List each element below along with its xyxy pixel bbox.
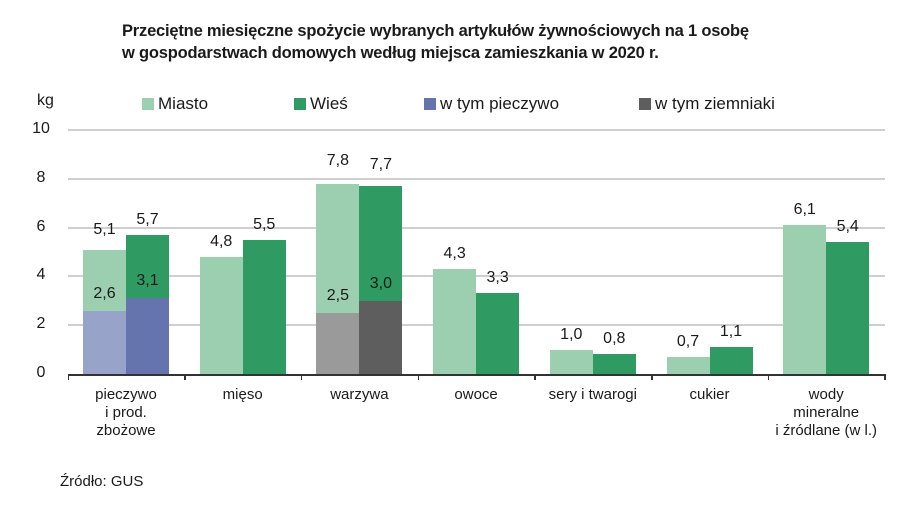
data-label-sub-wies: 3,0 — [369, 274, 393, 292]
bar-wies — [826, 242, 870, 374]
legend-item-ziemniaki: w tym ziemniaki — [639, 94, 775, 114]
data-label-miasto: 6,1 — [793, 201, 816, 219]
chart-title-line-1: Przeciętne miesięczne spożycie wybranych… — [122, 22, 749, 40]
category-label-line: mineralne — [793, 404, 860, 421]
y-tick-label: 8 — [36, 168, 46, 186]
x-axis-line — [68, 374, 885, 376]
data-label-miasto: 4,3 — [443, 245, 466, 263]
y-tick-label: 6 — [36, 217, 46, 235]
data-label-wies: 5,5 — [253, 215, 276, 233]
data-label-wies: 0,8 — [603, 330, 626, 348]
x-category-label: pieczywo i prod. zbożowe — [68, 386, 184, 440]
x-axis-tick — [534, 374, 536, 380]
x-category-label: wody mineralne i źródlane (w l.) — [768, 386, 884, 440]
bar-wies — [709, 347, 753, 374]
category-label-line: warzywa — [330, 386, 389, 403]
y-axis-unit: kg — [37, 92, 54, 109]
legend-label-miasto: Miasto — [158, 94, 209, 113]
legend-swatch-pieczywo — [424, 98, 436, 110]
x-axis-tick — [184, 374, 186, 380]
bar-sub-wies — [359, 300, 403, 374]
bar-miasto — [433, 269, 477, 374]
gridline — [68, 226, 885, 229]
legend-label-pieczywo: w tym pieczywo — [440, 94, 560, 113]
data-label-miasto: 5,1 — [93, 220, 116, 238]
chart-title-line-2: w gospodarstwach domowych według miejsca… — [122, 44, 659, 62]
data-label-wies: 5,7 — [136, 210, 159, 228]
legend-label-ziemniaki: w tym ziemniaki — [655, 94, 775, 113]
bar-miasto — [549, 349, 593, 374]
data-label-wies: 3,3 — [486, 269, 509, 287]
x-axis-tick — [300, 374, 303, 380]
legend-item-wies: Wieś — [294, 94, 348, 114]
x-axis-tick — [67, 374, 69, 380]
data-label-wies: 1,1 — [719, 323, 743, 341]
y-tick-label: 0 — [36, 364, 46, 381]
data-label-miasto: 7,8 — [326, 151, 350, 169]
y-tick-label: 10 — [32, 120, 50, 137]
data-label-sub-miasto: 2,5 — [326, 287, 350, 304]
category-label-line: owoce — [454, 386, 498, 403]
category-label-line: pieczywo — [95, 386, 157, 403]
category-label-line: wody — [808, 386, 844, 403]
source-note: Źródło: GUS — [60, 473, 144, 490]
legend-item-miasto: Miasto — [142, 94, 208, 114]
data-label-miasto: 0,7 — [676, 332, 700, 350]
bar-miasto — [666, 356, 710, 374]
x-axis-tick — [417, 374, 420, 380]
chart-title: Przeciętne miesięczne spożycie wybranych… — [122, 20, 749, 64]
data-label-wies: 7,7 — [369, 156, 393, 174]
x-category-label: cukier — [652, 386, 768, 404]
legend-swatch-ziemniaki — [639, 98, 651, 110]
bar-sub-miasto — [316, 313, 360, 374]
data-label-sub-wies: 3,1 — [136, 272, 159, 290]
category-label-line: i źródlane (w l.) — [775, 422, 878, 439]
bar-wies — [592, 354, 636, 374]
legend-label-wies: Wieś — [310, 94, 348, 113]
data-label-miasto: 4,8 — [210, 232, 233, 250]
y-tick-label: 2 — [36, 315, 46, 333]
category-label-line: cukier — [689, 386, 730, 403]
legend-swatch-wies — [294, 98, 306, 110]
x-category-label: mięso — [185, 386, 301, 404]
data-label-miasto: 1,0 — [560, 325, 583, 343]
x-axis-tick — [884, 374, 886, 380]
x-axis-tick — [651, 374, 653, 380]
bar-miasto — [783, 225, 827, 374]
x-category-label: warzywa — [301, 386, 417, 404]
data-label-sub-miasto: 2,6 — [93, 284, 116, 302]
y-tick-label: 4 — [36, 266, 46, 284]
gridline — [68, 275, 885, 278]
x-axis-tick — [767, 374, 770, 380]
legend-item-pieczywo: w tym pieczywo — [424, 94, 559, 114]
bar-wies — [242, 239, 286, 374]
category-label-line: sery i twarogi — [548, 386, 637, 403]
bar-wies — [476, 293, 520, 374]
category-label-line: i prod. — [105, 404, 147, 421]
bar-sub-wies — [126, 298, 169, 374]
x-category-label: sery i twarogi — [535, 386, 651, 404]
data-label-wies: 5,4 — [836, 218, 859, 236]
gridline — [68, 129, 885, 131]
bar-sub-miasto — [83, 310, 126, 374]
gridline — [68, 177, 885, 180]
category-label-line: mięso — [222, 386, 263, 403]
legend-swatch-miasto — [142, 98, 154, 110]
x-category-label: owoce — [418, 386, 534, 404]
category-label-line: zbożowe — [96, 422, 156, 439]
bar-miasto — [199, 256, 243, 374]
